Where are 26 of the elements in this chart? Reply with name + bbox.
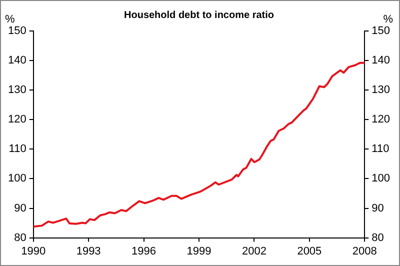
y2-tick-label: 90 [372,202,384,214]
y2-tick-label: 140 [372,54,390,67]
y-tick-label: 140 [8,54,26,67]
y2-tick-label: 110 [372,143,390,156]
x-tick-label: 2002 [242,245,266,258]
y-axis-title: % [5,14,15,26]
y-tick-label: 150 [8,25,26,38]
y2-tick-label: 100 [372,172,390,185]
chart-title: Household debt to income ratio [124,10,274,21]
y-tick-label: 100 [8,172,26,185]
y2-axis-title: % [383,14,394,26]
y2-tick-label: 130 [372,84,390,96]
y2-tick-label: 120 [372,114,390,126]
y2-tick-label: 150 [372,25,390,38]
y2-tick-label: 80 [372,232,384,244]
y-tick-label: 80 [14,232,26,244]
y-tick-label: 130 [8,84,26,96]
x-tick-label: 1996 [132,245,156,258]
x-tick-label: 1990 [21,245,46,258]
y-tick-label: 120 [8,114,26,126]
x-tick-label: 2008 [352,245,377,258]
x-tick-label: 2005 [297,245,322,258]
x-tick-label: 1999 [186,245,212,258]
y-tick-label: 110 [8,143,26,156]
x-tick-label: 1993 [76,245,101,258]
y-tick-label: 90 [14,202,26,214]
